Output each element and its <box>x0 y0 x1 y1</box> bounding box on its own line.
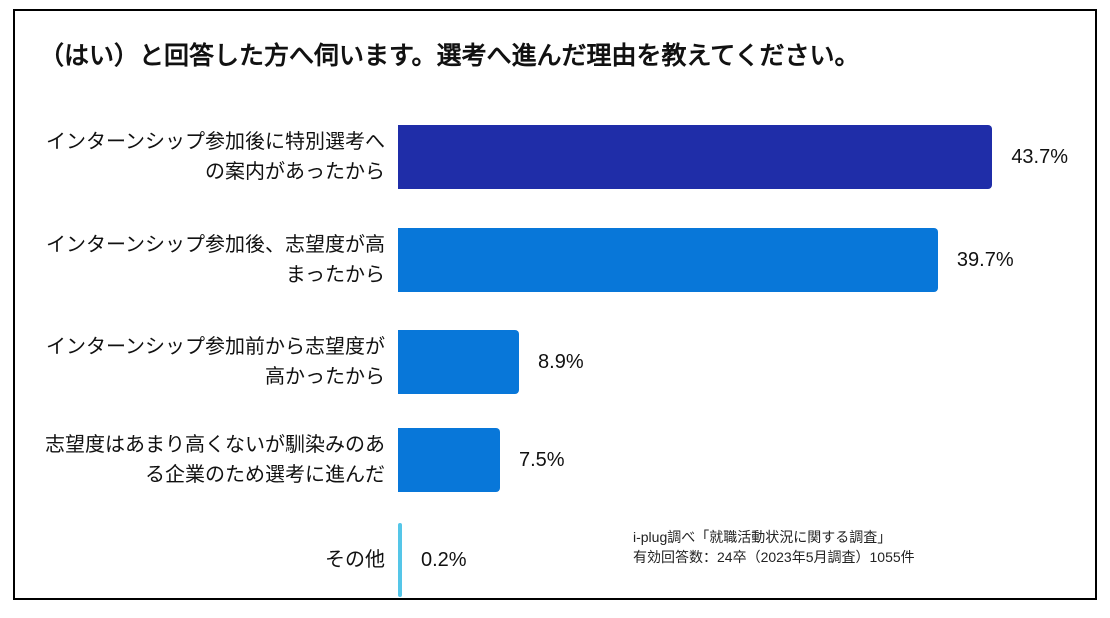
chart-row: インターンシップ参加後に特別選考へ の案内があったから 43.7% <box>15 125 1095 189</box>
chart-row: インターンシップ参加前から志望度が 高かったから 8.9% <box>15 330 1095 394</box>
bar <box>398 523 402 597</box>
bar <box>398 330 520 394</box>
category-label: その他 <box>325 549 385 571</box>
source-note: i-plug調べ「就職活動状況に関する調査」 有効回答数：24卒（2023年5月… <box>633 527 915 567</box>
category-label: インターンシップ参加後、志望度が高 まったから <box>46 234 385 286</box>
source-note-line1: i-plug調べ「就職活動状況に関する調査」 <box>633 529 892 545</box>
chart-row: 志望度はあまり高くないが馴染みのあ る企業のため選考に進んだ 7.5% <box>15 428 1095 492</box>
chart-row: インターンシップ参加後、志望度が高 まったから 39.7% <box>15 228 1095 292</box>
chart-panel: （はい）と回答した方へ伺います。選考へ進んだ理由を教えてください。 インターンシ… <box>13 9 1097 600</box>
value-label: 0.2% <box>421 548 467 571</box>
category-label: 志望度はあまり高くないが馴染みのあ る企業のため選考に進んだ <box>45 434 385 486</box>
value-label: 43.7% <box>1011 145 1069 168</box>
category-label: インターンシップ参加後に特別選考へ の案内があったから <box>46 131 385 183</box>
value-label: 39.7% <box>956 248 1014 271</box>
bar <box>398 228 938 292</box>
source-note-line2: 有効回答数：24卒（2023年5月調査）1055件 <box>633 549 915 565</box>
bar <box>398 428 500 492</box>
bar <box>398 125 993 189</box>
value-label: 8.9% <box>538 350 584 373</box>
chart-row: その他 0.2% <box>15 523 1095 597</box>
value-label: 7.5% <box>519 448 565 471</box>
chart-title: （はい）と回答した方へ伺います。選考へ進んだ理由を教えてください。 <box>39 42 860 70</box>
category-label: インターンシップ参加前から志望度が 高かったから <box>46 336 385 388</box>
